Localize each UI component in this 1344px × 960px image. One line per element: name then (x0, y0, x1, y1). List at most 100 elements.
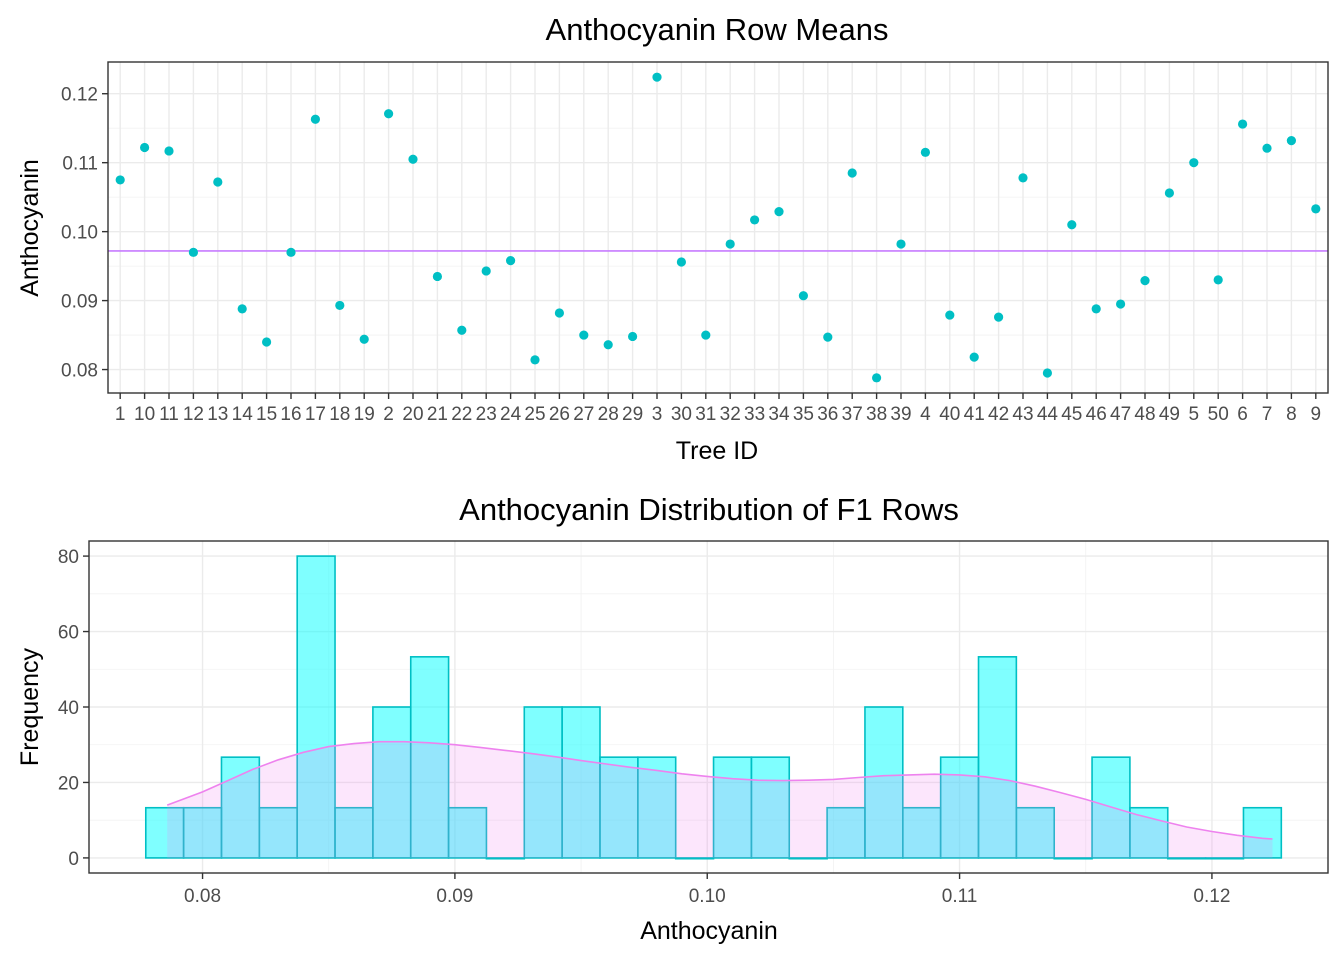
x-tick-label: 17 (305, 404, 326, 425)
histogram-bar (1129, 806, 1169, 859)
data-point (628, 331, 638, 342)
data-point (945, 310, 955, 320)
data-point (676, 257, 687, 267)
x-tick-label: 32 (720, 404, 741, 425)
data-point (603, 340, 613, 350)
data-point (1262, 143, 1272, 153)
x-tick-label: 29 (622, 404, 643, 425)
data-point (188, 247, 198, 257)
x-tick-label: 43 (1012, 404, 1033, 425)
x-tick-label: 12 (183, 404, 204, 425)
data-point (1189, 158, 1199, 168)
x-tick-label: 37 (842, 404, 863, 425)
y-tick-label: 80 (58, 547, 79, 568)
x-tick-label: 39 (890, 404, 911, 425)
data-point (457, 325, 467, 335)
y-tick-label: 0.10 (61, 223, 98, 244)
histogram-bar (1242, 806, 1283, 859)
data-point (798, 291, 809, 301)
top-panel-border (107, 61, 1329, 394)
x-tick-label: 48 (1134, 404, 1155, 425)
data-point (530, 355, 540, 365)
x-tick-label: 38 (866, 404, 887, 425)
data-point (920, 147, 931, 157)
x-tick-label: 11 (159, 404, 179, 425)
histogram-bar (864, 706, 904, 859)
data-point (872, 373, 882, 383)
y-tick-label: 40 (58, 698, 79, 719)
y-tick-label: 20 (58, 773, 79, 794)
x-tick-label: 45 (1061, 404, 1082, 425)
x-tick-label: 10 (134, 404, 155, 425)
data-point (1116, 299, 1126, 309)
histogram-bar (1015, 806, 1056, 859)
top-x-axis: 1 10 11 12 13 14 15 16 17 18 19 2 20 21 22 23 24 25 26 27 28… (115, 393, 1321, 425)
bottom-x-axis-title: Anthocyanin (640, 917, 778, 945)
distribution-chart: Anthocyanin Distribution of F1 Rows 0 20 4… (16, 492, 1329, 945)
histogram-bar (674, 857, 715, 860)
data-point (847, 168, 857, 178)
data-point (823, 332, 833, 342)
histogram-bar (334, 806, 374, 859)
bottom-y-axis-title: Frequency (16, 647, 44, 766)
histogram-bar (750, 756, 791, 859)
x-tick-label: 13 (207, 404, 228, 425)
histogram-bar (561, 706, 601, 859)
data-point (335, 300, 345, 311)
y-tick-label: 0.12 (61, 85, 98, 106)
data-point (1238, 119, 1248, 129)
y-tick-label: 0.09 (61, 292, 98, 313)
y-tick-label: 0.08 (61, 361, 98, 382)
data-point (1018, 173, 1028, 183)
x-tick-label: 2 (383, 404, 394, 425)
histogram-bar (637, 756, 677, 859)
histogram-bar (902, 806, 942, 859)
bottom-x-axis: 0.08 0.09 0.10 0.11 0.12 (184, 873, 1230, 907)
row-means-chart: Anthocyanin Row Means 0.080.090.100.110.… (16, 12, 1329, 465)
top-y-axis: 0.08 0.09 0.10 0.11 0.12 (61, 85, 108, 382)
data-point (1067, 220, 1077, 230)
data-point (652, 72, 662, 82)
histogram-bar (372, 706, 412, 859)
data-point (725, 239, 735, 249)
bottom-chart-title: Anthocyanin Distribution of F1 Rows (459, 492, 959, 527)
histogram-bar (485, 857, 526, 860)
x-tick-label: 19 (354, 404, 375, 425)
density-area (167, 741, 1273, 858)
data-point (432, 271, 442, 282)
x-tick-label: 18 (329, 404, 350, 425)
data-point (115, 175, 125, 185)
x-tick-label: 24 (500, 404, 522, 425)
x-tick-label: 47 (1110, 404, 1131, 425)
x-tick-label: 23 (476, 404, 497, 425)
x-tick-label: 36 (817, 404, 838, 425)
data-point (1091, 304, 1101, 314)
histogram-bar (1053, 857, 1093, 860)
y-tick-label: 0 (68, 849, 79, 870)
histogram-bar (523, 706, 563, 859)
data-point (237, 304, 247, 314)
x-tick-label: 0.08 (184, 886, 221, 907)
x-tick-label: 50 (1208, 404, 1229, 425)
x-tick-label: 40 (939, 404, 960, 425)
data-point (554, 308, 565, 318)
histogram-bar (826, 806, 866, 859)
x-tick-label: 35 (793, 404, 814, 425)
x-tick-label: 1 (115, 404, 126, 425)
x-tick-label: 33 (744, 404, 765, 425)
data-point (384, 109, 394, 119)
data-point (750, 215, 760, 225)
data-point (1042, 368, 1052, 378)
top-chart-points (115, 72, 1321, 383)
histogram-bar (599, 756, 639, 859)
x-tick-label: 4 (920, 404, 931, 425)
x-tick-label: 28 (598, 404, 619, 425)
x-tick-label: 27 (573, 404, 594, 425)
top-chart-grid (108, 62, 1328, 393)
data-point (1140, 275, 1150, 286)
x-tick-label: 0.11 (942, 886, 978, 907)
data-point (213, 177, 223, 187)
x-tick-label: 9 (1311, 404, 1322, 425)
top-chart-title: Anthocyanin Row Means (546, 12, 889, 47)
